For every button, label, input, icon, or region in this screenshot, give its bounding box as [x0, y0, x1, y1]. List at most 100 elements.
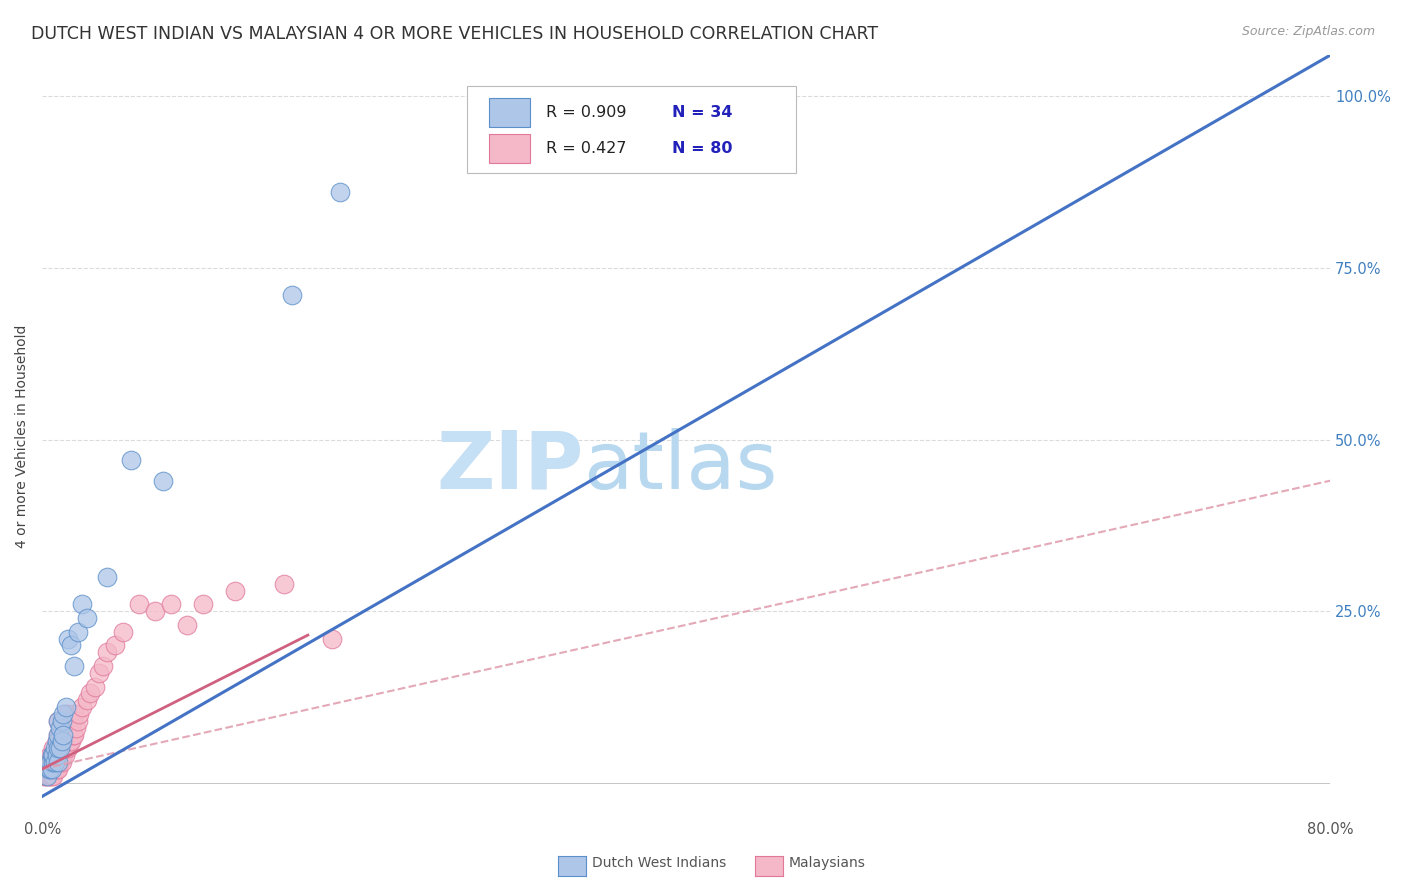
Point: [39, 762, 62, 776]
Point: [76, 693, 98, 707]
Point: [55, 741, 77, 756]
Point: [84, 680, 107, 694]
Point: [58, 734, 80, 748]
Point: [55, 728, 77, 742]
Point: [46, 728, 69, 742]
Text: atlas: atlas: [583, 427, 778, 506]
Point: [45, 748, 67, 763]
Point: [39, 762, 62, 776]
Point: [41, 762, 63, 776]
Point: [49, 741, 72, 756]
Point: [87, 665, 110, 680]
Point: [55, 700, 77, 714]
Point: [72, 700, 94, 714]
Point: [45, 748, 67, 763]
Point: [62, 714, 84, 728]
Text: Source: ZipAtlas.com: Source: ZipAtlas.com: [1241, 25, 1375, 38]
Point: [93, 659, 115, 673]
Point: [321, 632, 343, 646]
Point: [45, 755, 67, 769]
Point: [45, 762, 67, 776]
Point: [53, 721, 76, 735]
Text: ZIP: ZIP: [436, 427, 583, 506]
Point: [104, 639, 127, 653]
Point: [273, 576, 295, 591]
Point: [56, 741, 79, 756]
Point: [44, 748, 66, 763]
Point: [41, 755, 63, 769]
Point: [35, 762, 58, 776]
Text: N = 80: N = 80: [672, 141, 733, 156]
Point: [52, 728, 75, 742]
Point: [63, 728, 86, 742]
Point: [42, 755, 65, 769]
Point: [96, 645, 118, 659]
Point: [42, 748, 65, 763]
Y-axis label: 4 or more Vehicles in Household: 4 or more Vehicles in Household: [15, 325, 30, 548]
Point: [120, 453, 142, 467]
Point: [49, 721, 72, 735]
Point: [58, 721, 80, 735]
Point: [51, 741, 73, 756]
FancyBboxPatch shape: [489, 135, 530, 163]
Point: [46, 755, 69, 769]
Point: [281, 288, 304, 302]
Point: [176, 617, 198, 632]
Point: [38, 755, 60, 769]
Point: [34, 762, 56, 776]
Point: [60, 714, 83, 728]
Point: [51, 714, 73, 728]
Point: [55, 706, 77, 721]
Point: [39, 748, 62, 763]
Point: [62, 728, 84, 742]
Point: [46, 741, 69, 756]
Point: [143, 604, 166, 618]
Point: [79, 686, 101, 700]
Point: [52, 721, 75, 735]
Point: [34, 769, 56, 783]
Point: [38, 762, 60, 776]
Point: [46, 714, 69, 728]
Point: [53, 734, 76, 748]
Point: [38, 762, 60, 776]
Point: [41, 748, 63, 763]
Point: [35, 755, 58, 769]
FancyBboxPatch shape: [489, 98, 530, 127]
Point: [39, 769, 62, 783]
Point: [51, 728, 73, 742]
Point: [41, 748, 63, 763]
Point: [66, 624, 89, 639]
Point: [56, 706, 79, 721]
Point: [49, 741, 72, 756]
Point: [46, 762, 69, 776]
Point: [152, 474, 174, 488]
Point: [44, 755, 66, 769]
Text: R = 0.427: R = 0.427: [546, 141, 626, 156]
Point: [56, 728, 79, 742]
Point: [44, 741, 66, 756]
Point: [35, 769, 58, 783]
Point: [39, 755, 62, 769]
Point: [56, 632, 79, 646]
Point: [41, 769, 63, 783]
Point: [49, 755, 72, 769]
Point: [160, 597, 183, 611]
Point: [224, 583, 246, 598]
Point: [42, 741, 65, 756]
Point: [45, 734, 67, 748]
Point: [46, 741, 69, 756]
Point: [329, 186, 352, 200]
Point: [193, 597, 215, 611]
Point: [44, 755, 66, 769]
Point: [96, 570, 118, 584]
Point: [60, 639, 83, 653]
Text: R = 0.909: R = 0.909: [546, 104, 626, 120]
Point: [35, 769, 58, 783]
Text: N = 34: N = 34: [672, 104, 733, 120]
Text: Malaysians: Malaysians: [789, 855, 866, 870]
Point: [72, 597, 94, 611]
Point: [51, 714, 73, 728]
Text: DUTCH WEST INDIAN VS MALAYSIAN 4 OR MORE VEHICLES IN HOUSEHOLD CORRELATION CHART: DUTCH WEST INDIAN VS MALAYSIAN 4 OR MORE…: [31, 25, 879, 43]
Point: [32, 769, 55, 783]
Text: Dutch West Indians: Dutch West Indians: [592, 855, 725, 870]
